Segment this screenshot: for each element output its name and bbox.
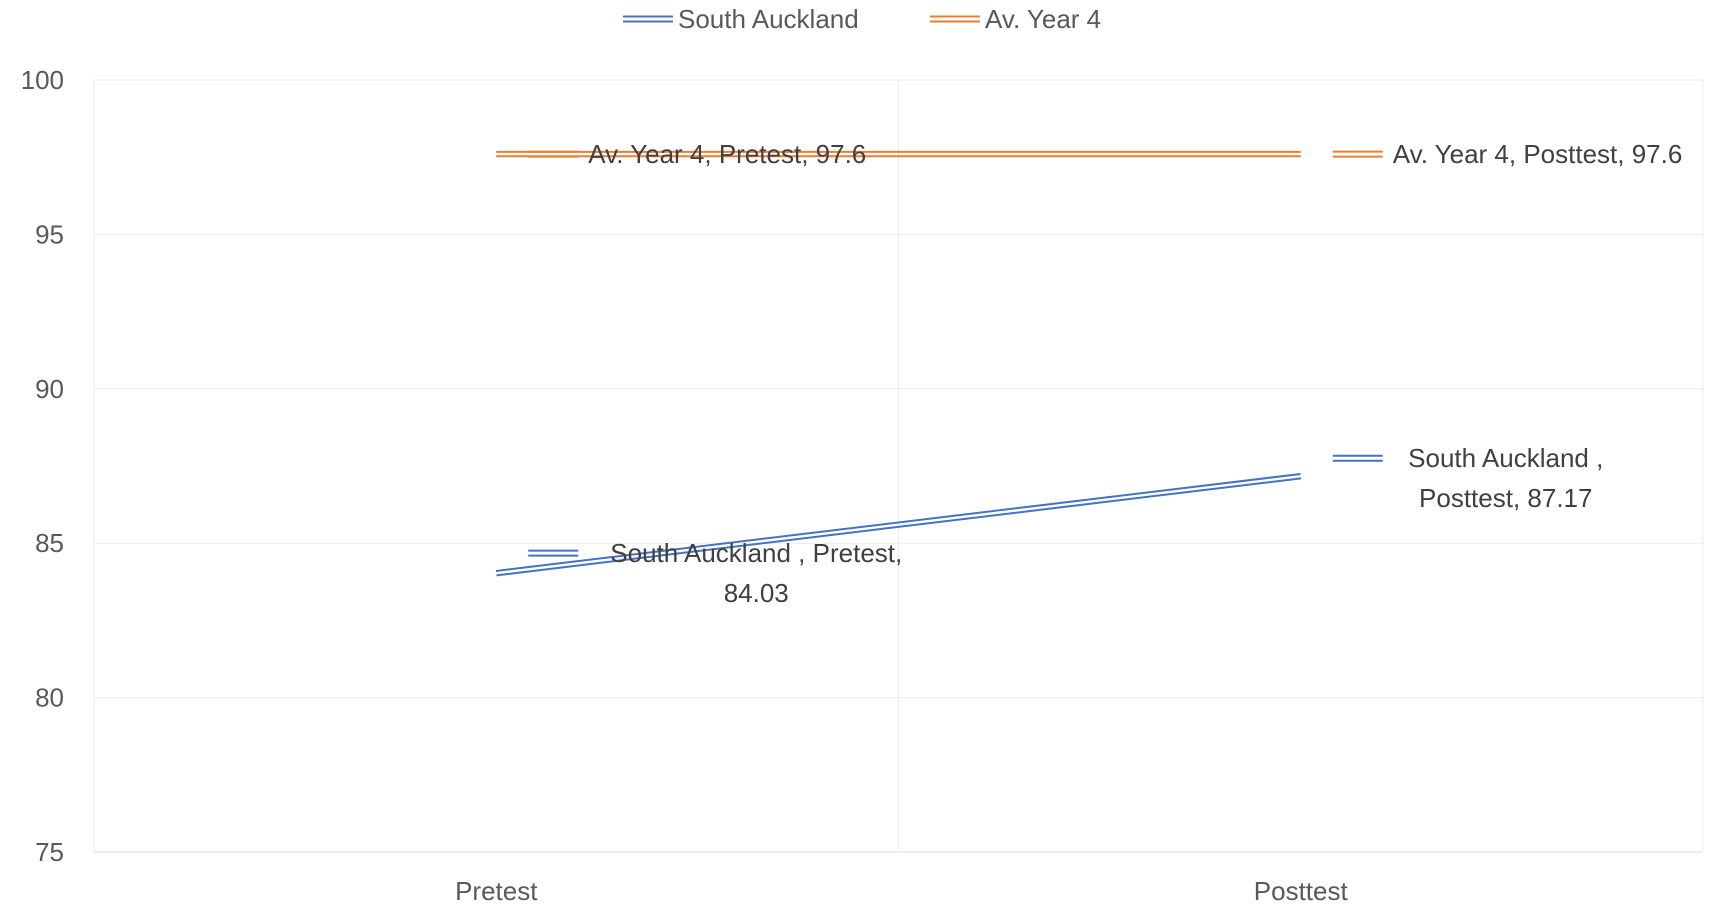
y-tick-label-75: 75 (35, 837, 64, 867)
y-tick-label-90: 90 (35, 374, 64, 404)
data-label-text: South Auckland , Pretest, (610, 538, 902, 568)
series-lines (495, 150, 1302, 577)
data-label-text: South Auckland , (1408, 443, 1603, 473)
x-tick-label-pretest: Pretest (455, 876, 538, 906)
data-label-text: Av. Year 4, Pretest, 97.6 (588, 139, 866, 169)
y-tick-label-100: 100 (21, 65, 64, 95)
legend-item-south-auckland: South Auckland (623, 4, 859, 34)
data-label-av-year-4-pretest: Av. Year 4, Pretest, 97.6 (528, 139, 866, 169)
data-label-south-auckland-pretest: South Auckland , Pretest, 84.03 (528, 538, 902, 608)
data-label-text: Av. Year 4, Posttest, 97.6 (1393, 139, 1683, 169)
gridlines (93, 79, 1704, 853)
legend-item-av-year-4: Av. Year 4 (930, 4, 1101, 34)
data-label-south-auckland-posttest: South Auckland , Posttest, 87.17 (1332, 443, 1603, 513)
legend: South Auckland Av. Year 4 (623, 4, 1101, 34)
data-label-text: 84.03 (724, 578, 789, 608)
data-label-text: Posttest, 87.17 (1419, 483, 1592, 513)
x-axis: Pretest Posttest (455, 876, 1348, 906)
data-label-key (1332, 150, 1383, 158)
y-tick-label-80: 80 (35, 683, 64, 713)
y-tick-label-95: 95 (35, 219, 64, 249)
series-line-av-year-4 (496, 150, 1301, 158)
y-axis: 75 80 85 90 95 100 (21, 65, 64, 867)
series-line-south-auckland (495, 473, 1302, 577)
legend-label: Av. Year 4 (985, 4, 1101, 34)
data-label-av-year-4-posttest: Av. Year 4, Posttest, 97.6 (1332, 139, 1683, 169)
legend-label: South Auckland (678, 4, 859, 34)
data-label-key (1332, 454, 1383, 462)
data-label-key (528, 150, 579, 158)
y-tick-label-85: 85 (35, 528, 64, 558)
x-tick-label-posttest: Posttest (1254, 876, 1349, 906)
data-label-key (528, 549, 579, 557)
